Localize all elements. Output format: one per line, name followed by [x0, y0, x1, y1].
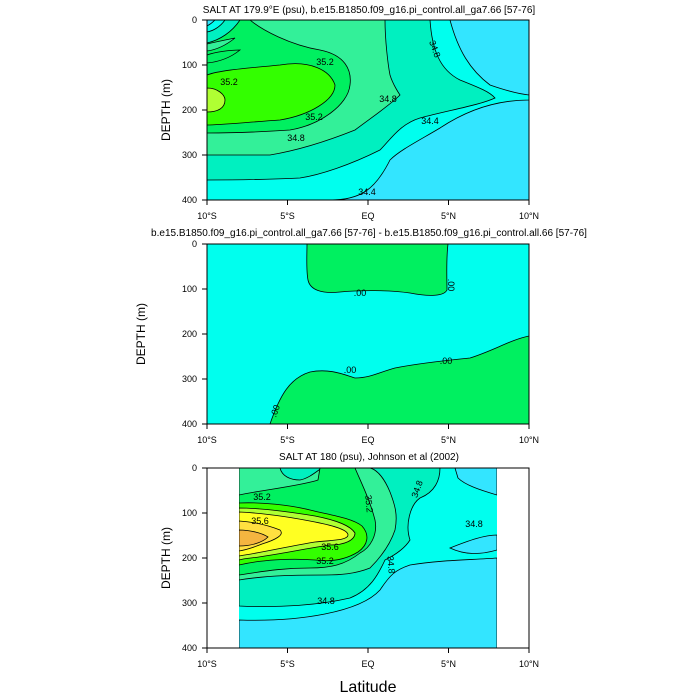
x-tick-label: 10°S: [197, 659, 217, 669]
contour-label-34-4: 34.4: [421, 116, 439, 126]
contour-label-34-8: 34.8: [385, 556, 396, 574]
y-tick-label: 300: [182, 374, 197, 384]
contour-label-zero: .00: [354, 288, 367, 298]
y-axis-label: DEPTH (m): [134, 303, 148, 365]
y-axis-label: DEPTH (m): [159, 79, 173, 141]
contour-label-zero: .00: [446, 279, 456, 292]
panel-2-contour-labels: .00 .00 .00 .00 .00: [268, 279, 456, 419]
panel-2: b.e15.B1850.f09_g16.pi_control.all_ga7.6…: [134, 228, 587, 445]
contour-label-35-2: 35.2: [316, 556, 334, 566]
y-tick-label: 200: [182, 329, 197, 339]
y-tick-label: 0: [192, 463, 197, 473]
panel-3-contours: [239, 468, 497, 648]
y-tick-label: 200: [182, 105, 197, 115]
panel-3-axes: 0 100 200 300 400 10°S 5°S EQ 5°N 10°N D…: [159, 463, 539, 669]
contour-label-35-2: 35.2: [363, 495, 374, 513]
x-tick-label: 10°S: [197, 435, 217, 445]
y-tick-label: 400: [182, 195, 197, 205]
contour-label-34-8: 34.8: [287, 133, 305, 143]
y-tick-label: 100: [182, 60, 197, 70]
contour-label-35-2: 35.2: [316, 57, 334, 67]
y-tick-label: 400: [182, 643, 197, 653]
y-tick-label: 100: [182, 284, 197, 294]
x-tick-label: 10°N: [519, 659, 539, 669]
x-tick-label: 10°N: [519, 211, 539, 221]
y-tick-label: 300: [182, 598, 197, 608]
x-tick-label: EQ: [361, 435, 374, 445]
y-tick-label: 400: [182, 419, 197, 429]
panel-3: SALT AT 180 (psu), Johnson et al (2002) …: [159, 452, 539, 669]
x-tick-label: 10°N: [519, 435, 539, 445]
x-tick-label: 5°N: [441, 659, 456, 669]
y-tick-label: 300: [182, 150, 197, 160]
contour-label-34-8: 34.8: [379, 94, 397, 104]
x-tick-label: 5°S: [280, 435, 295, 445]
contour-label-zero: .00: [440, 356, 453, 366]
contour-label-35-2: 35.2: [253, 492, 271, 502]
x-tick-label: 10°S: [197, 211, 217, 221]
contour-label-zero: .00: [344, 365, 357, 375]
contour-label-35-6: 35.6: [251, 516, 269, 526]
contour-label-34-4: 34.4: [358, 187, 376, 197]
y-axis-label: DEPTH (m): [159, 527, 173, 589]
panel-2-contours: [207, 244, 529, 424]
x-tick-label: 5°S: [280, 659, 295, 669]
panel-1-contours: [207, 20, 529, 200]
panel-2-title: b.e15.B1850.f09_g16.pi_control.all_ga7.6…: [151, 228, 587, 239]
contour-label-34-8: 34.8: [465, 519, 483, 529]
y-tick-label: 0: [192, 15, 197, 25]
contour-label-35-6: 35.6: [321, 542, 339, 552]
panel-1: SALT AT 179.9°E (psu), b.e15.B1850.f09_g…: [159, 5, 539, 221]
x-tick-label: 5°N: [441, 435, 456, 445]
contour-label-zero: .00: [268, 403, 282, 418]
x-tick-label: EQ: [361, 659, 374, 669]
x-tick-label: 5°S: [280, 211, 295, 221]
contour-label-35-2: 35.2: [220, 77, 238, 87]
panel-3-title: SALT AT 180 (psu), Johnson et al (2002): [279, 452, 459, 463]
x-tick-label: 5°N: [441, 211, 456, 221]
panel-1-axes: 0 100 200 300 400 10°S 5°S EQ 5°N 10°N D…: [159, 15, 539, 221]
y-tick-label: 200: [182, 553, 197, 563]
panel-2-axes: 0 100 200 300 400 10°S 5°S EQ 5°N 10°N D…: [134, 239, 539, 445]
contour-label-34-8: 34.8: [317, 596, 335, 606]
contour-label-35-2: 35.2: [305, 112, 323, 122]
y-tick-label: 100: [182, 508, 197, 518]
x-axis-label: Latitude: [340, 679, 397, 696]
x-tick-label: EQ: [361, 211, 374, 221]
panel-1-title: SALT AT 179.9°E (psu), b.e15.B1850.f09_g…: [203, 5, 536, 16]
y-tick-label: 0: [192, 239, 197, 249]
